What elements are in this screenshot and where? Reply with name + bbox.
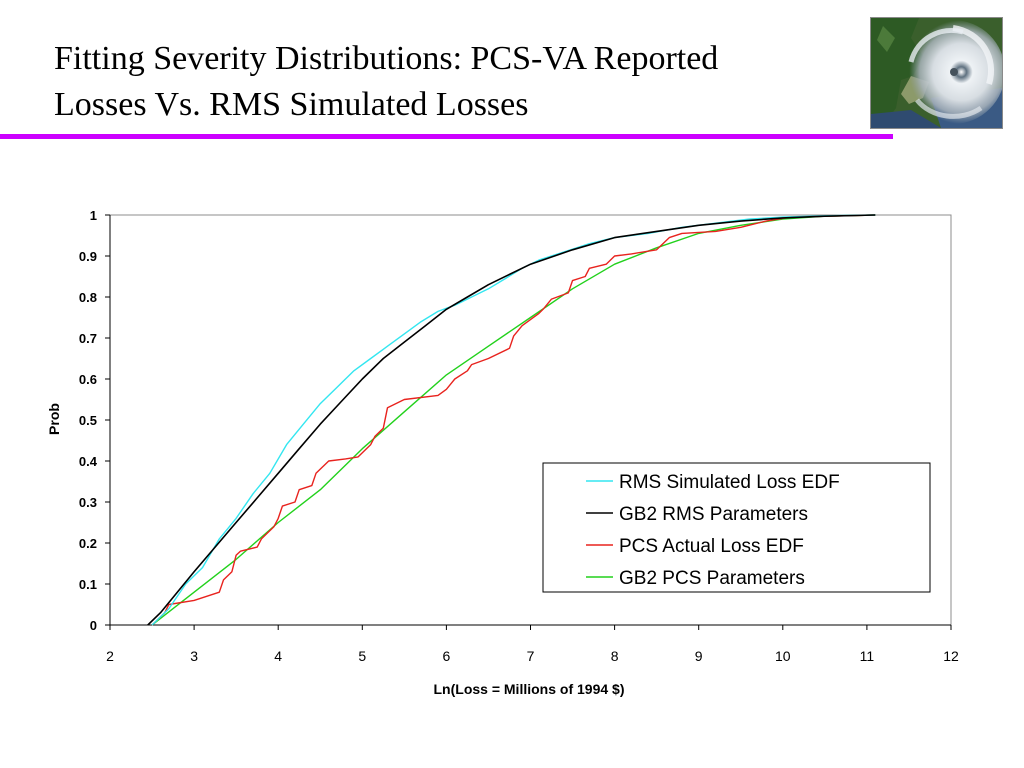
x-axis-label: Ln(Loss = Millions of 1994 $) (434, 681, 625, 697)
x-tick-label: 11 (860, 648, 875, 664)
y-tick-label: 0.9 (79, 249, 97, 264)
y-tick-label: 0.4 (79, 454, 98, 469)
legend-entry-label: GB2 PCS Parameters (619, 568, 805, 589)
hurricane-icon (871, 18, 1002, 128)
legend-entry-label: GB2 RMS Parameters (619, 504, 808, 525)
y-tick-label: 0 (90, 618, 97, 633)
y-tick-label: 0.1 (79, 577, 97, 592)
x-tick-label: 7 (527, 648, 535, 664)
x-tick-label: 10 (775, 648, 791, 664)
y-tick-label: 1 (90, 208, 97, 223)
series-line-2 (151, 214, 876, 626)
legend-box (542, 462, 931, 593)
y-tick-label: 0.3 (79, 495, 97, 510)
slide-title-line-2: Losses Vs. RMS Simulated Losses (54, 86, 529, 123)
series-line-1 (147, 214, 876, 626)
x-tick-label: 6 (443, 648, 451, 664)
y-tick-label: 0.5 (79, 413, 97, 428)
x-tick-label: 5 (358, 648, 366, 664)
slide-title: Fitting Severity Distributions: PCS-VA R… (54, 36, 854, 128)
y-tick-label: 0.6 (79, 372, 97, 387)
x-tick-label: 3 (190, 648, 198, 664)
title-divider (0, 134, 893, 139)
legend-entry-label: RMS Simulated Loss EDF (619, 472, 840, 493)
y-tick-label: 0.8 (79, 290, 97, 305)
x-tick-label: 12 (943, 648, 959, 664)
y-tick-label: 0.2 (79, 536, 97, 551)
x-tick-label: 9 (695, 648, 703, 664)
x-tick-label: 4 (274, 648, 282, 664)
legend: RMS Simulated Loss EDF GB2 RMS Parameters… (542, 462, 931, 593)
x-tick-label: 8 (611, 648, 619, 664)
x-tick-label: 2 (106, 648, 114, 664)
y-axis-label: Prob (46, 403, 62, 435)
legend-entry-label: PCS Actual Loss EDF (619, 536, 804, 557)
y-tick-label: 0.7 (79, 331, 97, 346)
slide-title-line-1: Fitting Severity Distributions: PCS-VA R… (54, 40, 719, 77)
hurricane-satellite-image (870, 17, 1003, 129)
series-line-3 (151, 214, 876, 626)
